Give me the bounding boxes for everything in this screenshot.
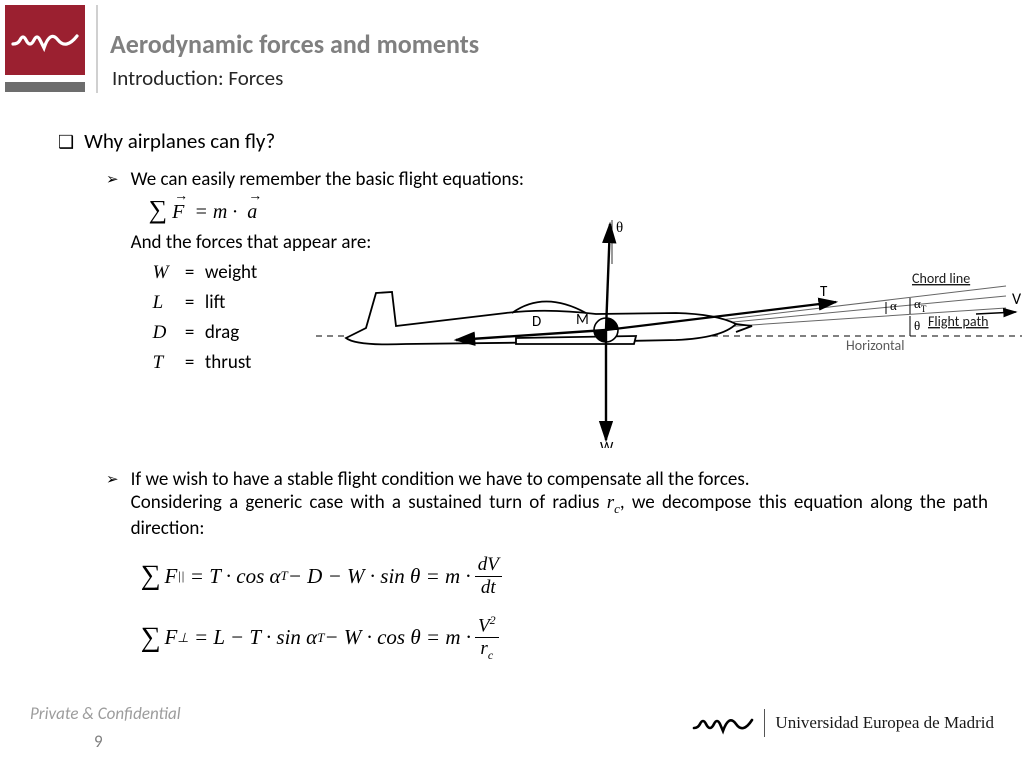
label-T: T — [820, 283, 828, 301]
page-title: Aerodynamic forces and moments — [110, 28, 479, 60]
footer-divider — [764, 709, 765, 737]
square-bullet-icon: ❑ — [58, 128, 74, 156]
lvl2-body: If we wish to have a stable flight condi… — [131, 468, 988, 673]
label-alpha: α — [890, 298, 897, 313]
b2b-text: Considering a generic case with a sustai… — [131, 491, 988, 540]
label-V: V — [1012, 290, 1022, 309]
triangle-bullet-icon: ➢ — [106, 468, 119, 492]
footer-confidential: Private & Confidential — [30, 703, 181, 724]
header-logo — [5, 5, 85, 75]
triangle-bullet-icon: ➢ — [106, 168, 119, 192]
header-grey-bar — [5, 82, 85, 92]
label-theta-r: θ — [914, 318, 920, 333]
label-horizontal: Horizontal — [846, 337, 904, 354]
label-M: M — [576, 311, 589, 329]
label-chord: Chord line — [912, 270, 970, 287]
label-flight-path: Flight path — [928, 313, 989, 330]
label-W: W — [600, 439, 614, 448]
page-number: 9 — [94, 731, 103, 752]
bullet-lvl1: ❑ Why airplanes can fly? — [58, 128, 988, 156]
equation-perpendicular: ∑ F⊥ = L − T · sin αT − W · cos θ = m · … — [141, 613, 988, 663]
label-alpha-t: αT — [914, 296, 927, 314]
footer-university-name: Universidad Europea de Madrid — [775, 713, 994, 733]
b1-text: We can easily remember the basic flight … — [131, 168, 988, 191]
q1-text: Why airplanes can fly? — [84, 128, 275, 154]
footer-uem-icon — [692, 708, 754, 738]
header-divider — [96, 5, 98, 93]
label-D: D — [532, 313, 541, 331]
label-theta-top: θ — [616, 220, 623, 236]
logo-uem-icon — [10, 20, 80, 60]
bullet-lvl2: ➢ If we wish to have a stable flight con… — [106, 468, 988, 673]
airplane-outline — [346, 292, 752, 344]
equation-parallel: ∑ F|| = T · cos αT − D − W · sin θ = m ·… — [141, 554, 988, 599]
b2-text: If we wish to have a stable flight condi… — [131, 468, 988, 491]
page-subtitle: Introduction: Forces — [112, 65, 283, 91]
footer-logo: Universidad Europea de Madrid — [692, 708, 994, 738]
airplane-forces-diagram: Horizontal Chord line Flight path M θ W … — [316, 218, 1022, 448]
